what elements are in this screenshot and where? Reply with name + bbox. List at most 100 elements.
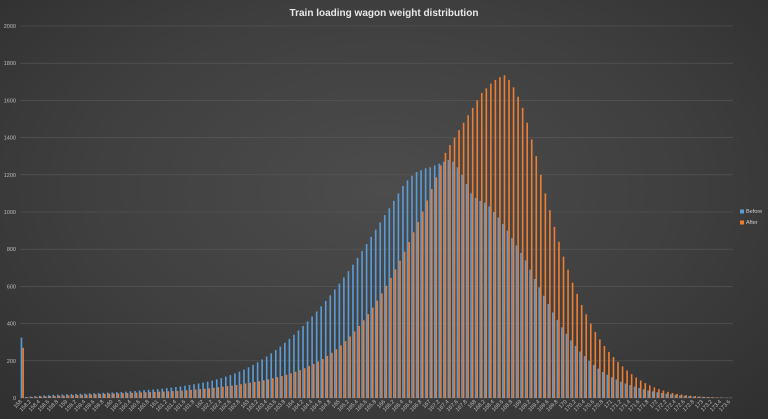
bar-after bbox=[149, 392, 152, 398]
bar-after bbox=[353, 331, 356, 398]
bar-after bbox=[503, 75, 506, 398]
bar-after bbox=[76, 395, 79, 398]
x-tick-label: 162 bbox=[195, 399, 206, 410]
bar-before bbox=[84, 393, 86, 398]
bar-after bbox=[635, 377, 637, 398]
bar-before bbox=[265, 356, 268, 398]
x-tick-label: 158 bbox=[13, 399, 24, 410]
bar-after bbox=[703, 396, 706, 398]
bar-before bbox=[697, 396, 699, 398]
bar-before bbox=[606, 374, 609, 398]
bar-after bbox=[521, 107, 524, 398]
bar-after bbox=[512, 87, 515, 398]
bar-before bbox=[529, 269, 531, 398]
bar-before bbox=[297, 330, 300, 398]
bar-before bbox=[193, 384, 195, 398]
bar-after bbox=[430, 189, 433, 398]
bar-before bbox=[38, 395, 41, 398]
bar-before bbox=[20, 337, 23, 398]
bar-before bbox=[102, 392, 105, 398]
bar-after bbox=[708, 397, 710, 398]
bar-after bbox=[322, 358, 324, 398]
bar-after bbox=[471, 107, 474, 398]
bar-before bbox=[234, 373, 236, 398]
bar-before bbox=[93, 393, 95, 398]
bar-after bbox=[326, 355, 329, 398]
bar-after bbox=[599, 339, 601, 398]
bar-before bbox=[365, 243, 368, 398]
bar-after bbox=[344, 341, 347, 398]
bar-after bbox=[617, 361, 619, 398]
bar-after bbox=[72, 395, 74, 398]
bar-before bbox=[270, 353, 273, 398]
bar-before bbox=[361, 251, 363, 398]
bar-before bbox=[611, 377, 613, 398]
bar-before bbox=[692, 396, 695, 398]
bar-before bbox=[456, 167, 459, 398]
y-tick-label: 0 bbox=[13, 396, 16, 402]
bar-after bbox=[612, 357, 615, 398]
bar-before bbox=[238, 371, 241, 398]
bar-before bbox=[202, 382, 204, 398]
bar-before bbox=[624, 383, 627, 398]
bar-before bbox=[175, 387, 177, 398]
bar-after bbox=[648, 385, 651, 398]
bar-before bbox=[179, 386, 182, 398]
bar-after bbox=[99, 394, 102, 398]
x-tick-label: 167 bbox=[422, 399, 433, 410]
bar-after bbox=[698, 396, 701, 398]
bar-before bbox=[620, 381, 622, 398]
bar-after bbox=[453, 137, 456, 398]
bar-before bbox=[170, 387, 173, 398]
x-tick-label: 170 bbox=[558, 399, 569, 410]
bar-after bbox=[390, 277, 392, 398]
bar-before bbox=[442, 161, 445, 398]
bar-before bbox=[106, 392, 109, 398]
bar-before bbox=[284, 342, 286, 398]
y-tick-label: 1800 bbox=[4, 61, 16, 67]
bar-after bbox=[639, 380, 642, 398]
x-tick-label: 164 bbox=[285, 399, 296, 410]
bar-after bbox=[317, 361, 320, 398]
bar-before bbox=[688, 396, 690, 398]
x-tick-label: 169 bbox=[512, 399, 523, 410]
bar-after bbox=[181, 390, 183, 398]
x-tick-label: 163 bbox=[240, 399, 251, 410]
x-tick-label: 160 bbox=[104, 399, 115, 410]
bar-before bbox=[701, 396, 704, 398]
bar-after bbox=[144, 392, 147, 398]
legend-swatch bbox=[740, 209, 744, 214]
bar-after bbox=[594, 331, 597, 398]
bar-before bbox=[352, 264, 354, 398]
bar-before bbox=[288, 338, 291, 398]
bar-before bbox=[679, 395, 681, 398]
bar-before bbox=[188, 384, 191, 398]
bar-after bbox=[467, 115, 469, 398]
bar-before bbox=[547, 304, 550, 398]
bar-before bbox=[66, 394, 68, 398]
bar-before bbox=[497, 217, 500, 398]
bar-before bbox=[633, 386, 636, 398]
bar-before bbox=[674, 394, 677, 398]
bar-after bbox=[412, 232, 415, 398]
x-tick-label: 165 bbox=[331, 399, 342, 410]
bar-after bbox=[376, 300, 379, 398]
chart-title: Train loading wagon weight distribution bbox=[290, 8, 479, 19]
y-tick-label: 1600 bbox=[4, 98, 16, 104]
bar-before bbox=[556, 319, 559, 398]
bar-after bbox=[449, 145, 451, 398]
bar-after bbox=[571, 282, 574, 398]
bar-after bbox=[113, 393, 115, 398]
bar-before bbox=[306, 321, 309, 398]
bar-before bbox=[25, 396, 27, 398]
bar-before bbox=[370, 236, 372, 398]
bar-before bbox=[533, 278, 536, 398]
bar-before bbox=[293, 334, 295, 398]
bar-before bbox=[470, 193, 472, 398]
bar-after bbox=[222, 386, 224, 398]
bar-after bbox=[403, 251, 406, 398]
bar-after bbox=[231, 385, 233, 398]
bar-before bbox=[261, 359, 263, 398]
